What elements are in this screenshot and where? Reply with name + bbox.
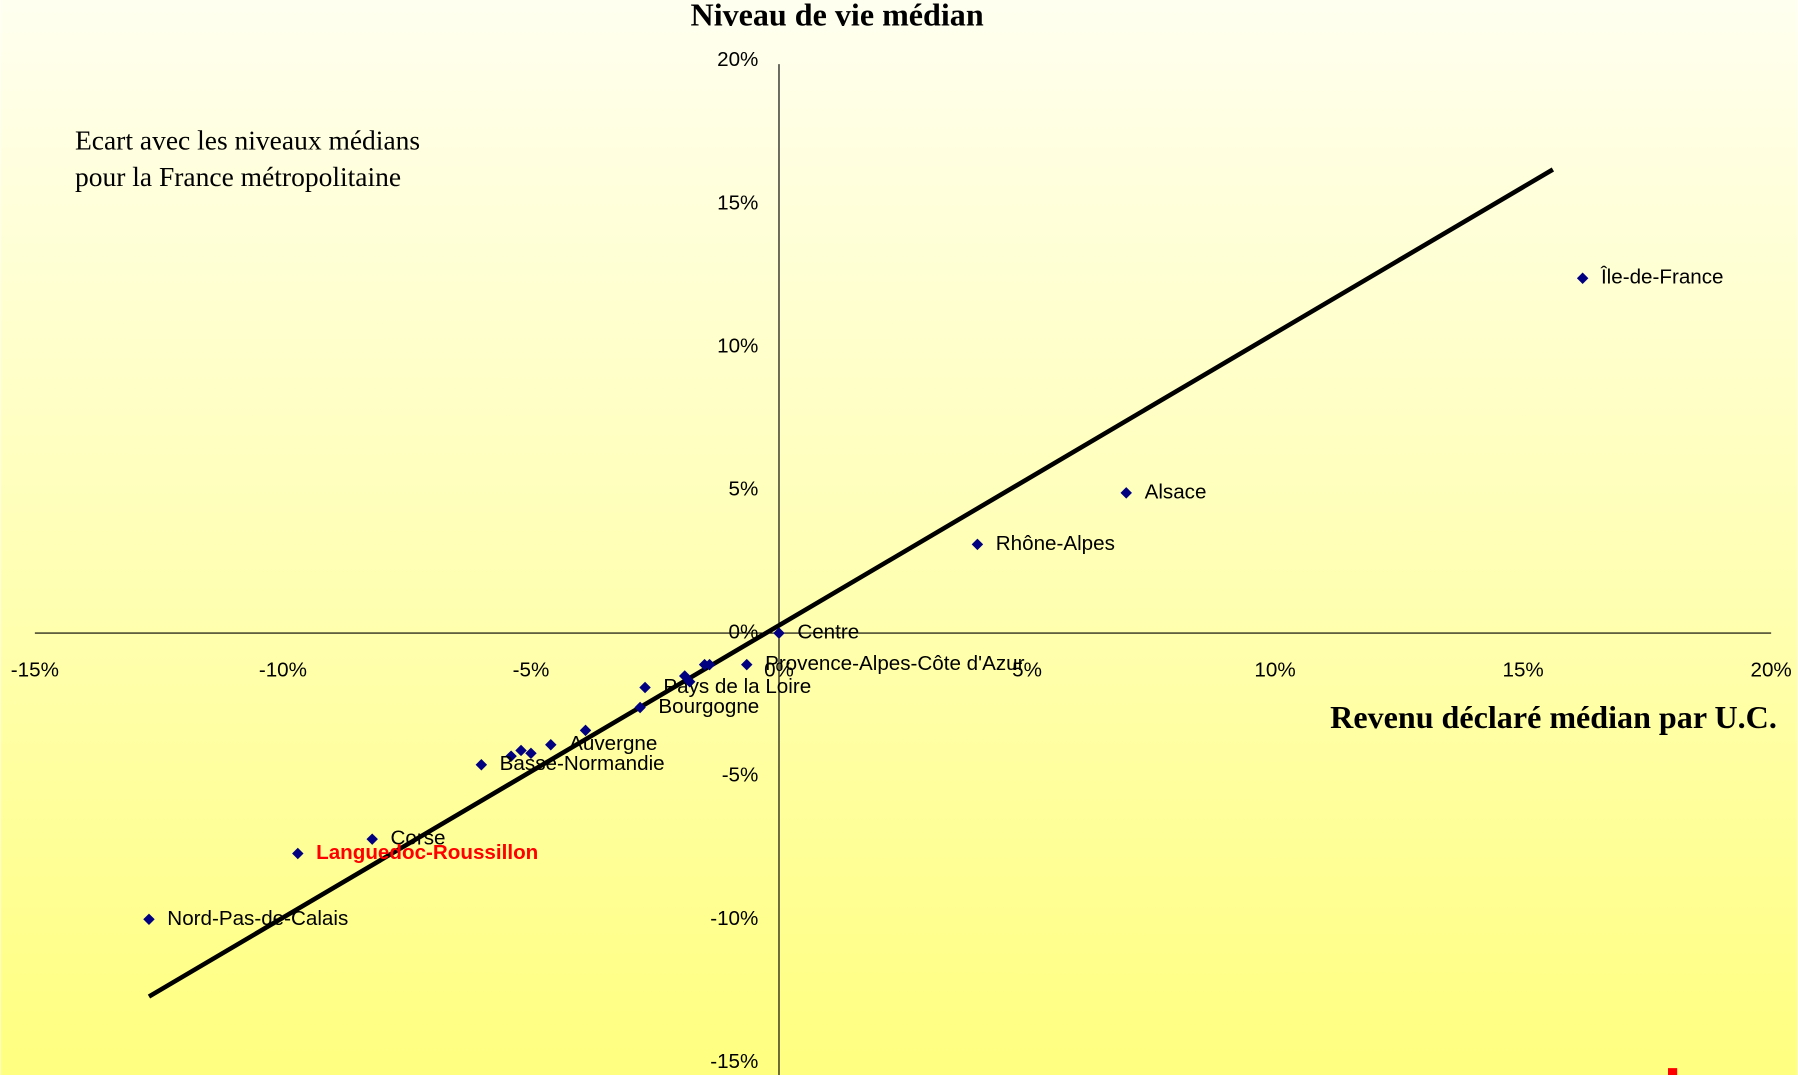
y-tick-label: -10%	[710, 907, 758, 930]
point	[475, 759, 488, 771]
trendline	[147, 167, 1555, 999]
annotation: pour la France métropolitaine	[75, 161, 401, 192]
point-label: Pays de la Loire	[663, 675, 811, 698]
y-tick-label: -5%	[722, 764, 759, 787]
point-label: Alsace	[1145, 480, 1207, 503]
point-label: Bourgogne	[658, 695, 759, 718]
y-tick-label: 0%	[729, 621, 759, 644]
y-tick-label: -15%	[710, 1050, 758, 1073]
point-label: Basse-Normandie	[500, 752, 665, 775]
point	[639, 681, 651, 694]
x-tick-label: 5%	[1012, 658, 1042, 681]
y-tick-label: 10%	[717, 334, 758, 357]
point-label: Nord-Pas-de-Calais	[167, 907, 348, 930]
point-label: Corse	[391, 827, 446, 850]
x-tick-label: -10%	[259, 658, 307, 681]
y-tick-label: 15%	[717, 191, 758, 214]
point-label: Rhône-Alpes	[996, 532, 1115, 555]
point	[366, 833, 378, 845]
point	[773, 627, 785, 639]
x-axis-label: Revenu déclaré médian par U.C.	[1330, 699, 1777, 735]
point-label: Provence-Alpes-Côte d'Azur	[765, 652, 1025, 675]
chart-title: Niveau de vie médian	[691, 0, 984, 33]
point-label: Île-de-France	[1600, 266, 1724, 289]
x-tick-label: 15%	[1502, 658, 1543, 681]
y-tick-label: 20%	[717, 48, 758, 71]
x-tick-label: 20%	[1751, 658, 1792, 681]
point	[505, 750, 517, 762]
point-label: Auvergne	[569, 732, 657, 755]
point	[292, 847, 304, 860]
x-tick-label: 0%	[764, 658, 794, 681]
point-label: Centre	[797, 621, 859, 644]
point	[683, 676, 696, 688]
annotation: Ecart avec les niveaux médians	[75, 125, 420, 156]
x-tick-label: -5%	[513, 658, 550, 681]
point	[579, 724, 592, 737]
point	[971, 538, 984, 551]
y-tick-label: 5%	[729, 477, 759, 500]
decoration	[1668, 1068, 1678, 1075]
point-label: Languedoc-Roussillon	[316, 841, 538, 864]
x-tick-label: 10%	[1254, 658, 1295, 681]
x-tick-label: -15%	[11, 658, 59, 681]
